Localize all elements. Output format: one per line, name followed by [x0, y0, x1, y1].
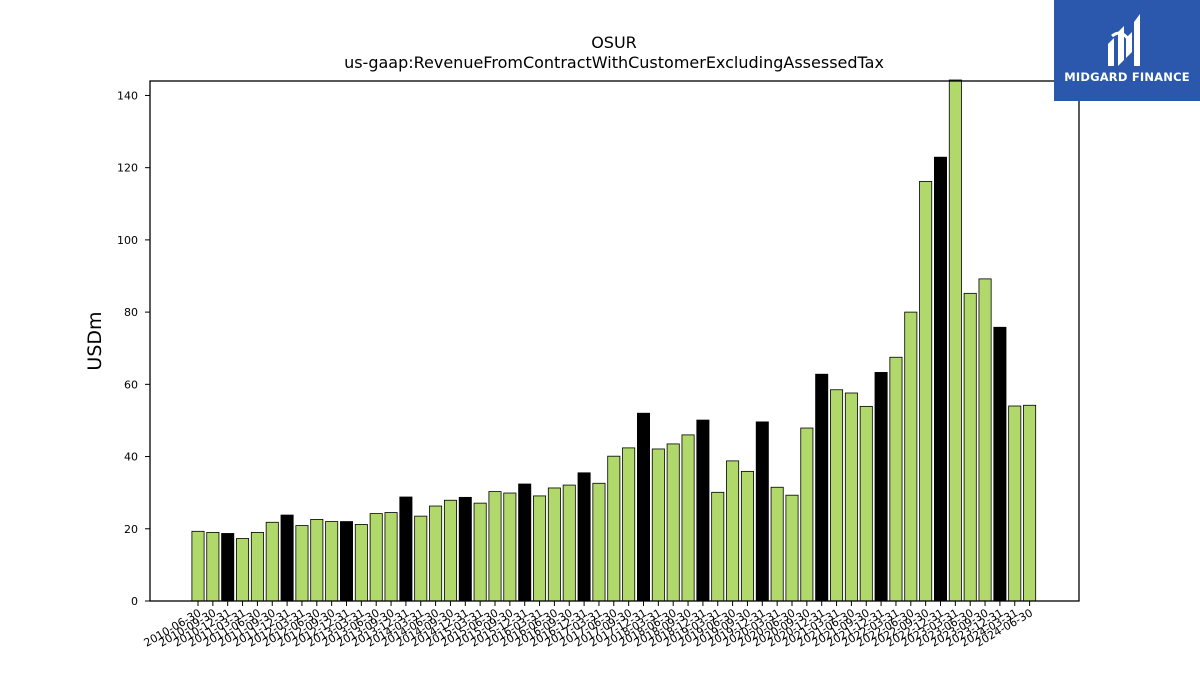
y-tick-label: 80: [124, 306, 138, 319]
bar-2018-06-30: [666, 443, 680, 602]
bar-2015-06-30: [488, 491, 502, 602]
bar-2013-03-31: [354, 524, 368, 602]
bar-2017-03-31: [592, 482, 606, 602]
bar-2021-03-31: [830, 389, 844, 602]
bar-2016-09-30: [562, 484, 576, 602]
bar-2010-12-31: [221, 533, 235, 602]
bar-2018-03-31: [651, 448, 665, 602]
bar-2023-09-30: [978, 278, 992, 602]
bar-2011-06-30: [250, 531, 264, 602]
bar-2018-12-31: [696, 419, 710, 602]
plot-frame: [149, 80, 1080, 602]
bar-2014-12-31: [458, 496, 472, 602]
bar-2019-09-30: [740, 470, 754, 602]
bar-2017-12-31: [637, 412, 651, 602]
bar-2023-03-31: [948, 79, 962, 602]
bar-2016-03-31: [533, 495, 547, 602]
bar-2012-03-31: [295, 525, 309, 602]
bar-2014-06-30: [429, 505, 443, 602]
bar-2018-09-30: [681, 434, 695, 602]
bar-2021-12-31: [874, 372, 888, 602]
bar-2014-03-31: [414, 515, 428, 602]
bar-2021-06-30: [844, 392, 858, 602]
y-tick-label: 60: [124, 378, 138, 391]
bar-2011-09-30: [265, 521, 279, 602]
bar-2013-09-30: [384, 512, 398, 602]
y-tick-label: 20: [124, 523, 138, 536]
midgard-logo-icon: [1108, 14, 1140, 66]
y-axis: 0 20 40 60 80 100 120 140: [117, 89, 150, 608]
chart-title: OSUR: [591, 33, 637, 52]
bar-2020-12-31: [815, 373, 829, 602]
y-tick-label: 40: [124, 451, 138, 464]
bar-2010-06-30: [191, 530, 205, 602]
bar-2020-09-30: [800, 427, 814, 602]
bar-2016-06-30: [547, 487, 561, 602]
bar-2020-06-30: [785, 494, 799, 602]
bars-group: [191, 79, 1037, 602]
bar-2012-12-31: [339, 521, 353, 602]
bar-2011-03-31: [236, 538, 250, 602]
bar-2011-12-31: [280, 514, 294, 602]
y-tick-label: 100: [117, 234, 138, 247]
bar-2024-03-31: [1008, 405, 1022, 602]
bar-2012-09-30: [325, 521, 339, 602]
bar-2017-06-30: [607, 455, 621, 602]
y-tick-label: 120: [117, 162, 138, 175]
bar-2014-09-30: [443, 499, 457, 602]
bar-2022-12-31: [934, 156, 948, 602]
bar-2012-06-30: [310, 518, 324, 602]
brand-logo: MIDGARD FINANCE: [1054, 0, 1200, 101]
bar-2015-09-30: [503, 492, 517, 602]
bar-2020-03-31: [770, 486, 784, 602]
bar-2019-12-31: [755, 421, 769, 602]
bar-2022-09-30: [919, 180, 933, 602]
brand-name: MIDGARD FINANCE: [1064, 70, 1190, 84]
bar-2015-03-31: [473, 502, 487, 602]
bar-2019-03-31: [711, 491, 725, 602]
y-axis-label: USDm: [84, 311, 106, 370]
bar-2013-12-31: [399, 496, 413, 602]
bar-2010-09-30: [206, 531, 220, 602]
bar-2016-12-31: [577, 472, 591, 602]
bar-2022-03-31: [889, 356, 903, 602]
bar-2024-06-30: [1023, 404, 1037, 602]
bar-2013-06-30: [369, 513, 383, 602]
y-tick-label: 140: [117, 89, 138, 102]
bar-2019-06-30: [726, 460, 740, 602]
bar-2023-12-31: [993, 326, 1007, 602]
bar-2023-06-30: [963, 292, 977, 602]
bar-2022-06-30: [904, 311, 918, 602]
bar-2021-09-30: [859, 405, 873, 602]
chart-subtitle: us-gaap:RevenueFromContractWithCustomerE…: [344, 53, 884, 72]
x-axis: 2010-06-302010-09-302010-12-312011-03-31…: [142, 601, 1035, 650]
y-tick-label: 0: [131, 595, 138, 608]
bar-2017-09-30: [622, 447, 636, 602]
bar-2015-12-31: [518, 483, 532, 602]
